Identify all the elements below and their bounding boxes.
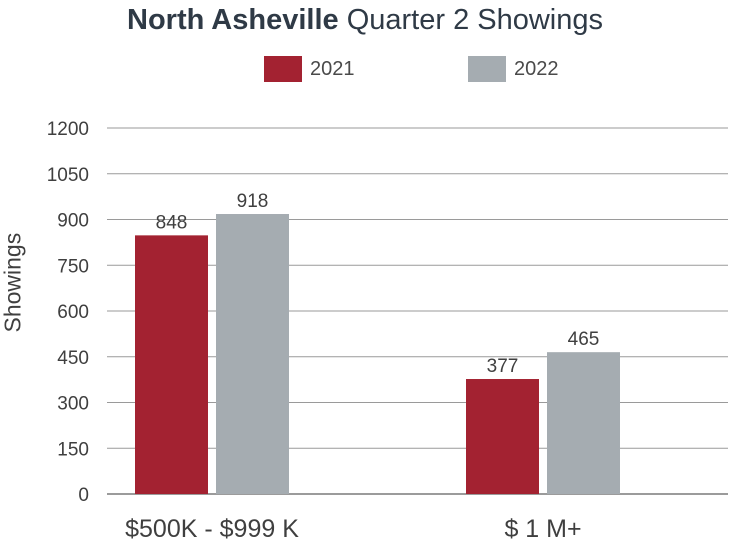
data-label: 465	[568, 329, 600, 350]
chart-title-bold: North Asheville	[127, 4, 339, 36]
legend-item-2022: 2022	[468, 56, 559, 82]
chart-title-rest: Quarter 2 Showings	[338, 4, 603, 36]
data-label: 848	[156, 212, 188, 233]
legend-label-2021: 2021	[310, 57, 355, 80]
legend-swatch-2022	[468, 56, 506, 82]
y-tick-label: 900	[57, 211, 89, 232]
bar	[466, 379, 539, 494]
y-tick-label: 150	[57, 439, 89, 460]
y-tick-label: 0	[78, 485, 89, 506]
data-label: 377	[487, 356, 519, 377]
chart-title: North Asheville Quarter 2 Showings	[0, 4, 730, 37]
bar	[216, 214, 289, 494]
y-tick-label: 300	[57, 394, 89, 415]
bar	[547, 352, 620, 494]
legend-swatch-2021	[264, 56, 302, 82]
y-tick-label: 600	[57, 302, 89, 323]
x-tick-label: $500K - $999 K	[125, 515, 299, 543]
y-tick-label: 1200	[47, 119, 89, 140]
legend-item-2021: 2021	[264, 56, 355, 82]
y-tick-label: 1050	[47, 165, 89, 186]
data-label: 918	[237, 191, 269, 212]
bar	[135, 235, 208, 495]
y-tick-label: 750	[57, 256, 89, 277]
legend-label-2022: 2022	[514, 57, 559, 80]
x-tick-label: $ 1 M+	[504, 515, 581, 543]
y-tick-label: 450	[57, 348, 89, 369]
